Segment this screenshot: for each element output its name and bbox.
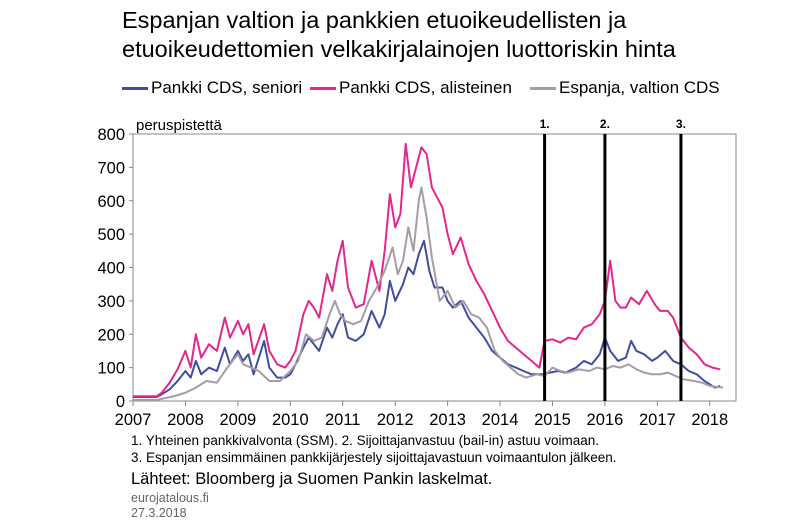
x-tick-label: 2010 bbox=[272, 411, 309, 429]
y-tick-label: 800 bbox=[97, 126, 125, 144]
sources: Lähteet: Bloomberg ja Suomen Pankin lask… bbox=[131, 470, 493, 488]
y-tick-label: 0 bbox=[116, 393, 125, 411]
y-tick-label: 400 bbox=[97, 260, 125, 278]
series-line-3 bbox=[133, 186, 724, 401]
x-tick-label: 2007 bbox=[115, 411, 152, 429]
x-tick-label: 2011 bbox=[325, 411, 360, 429]
y-tick-label: 100 bbox=[97, 360, 125, 378]
footnote-line-1: 1. Yhteinen pankkivalvonta (SSM). 2. Sij… bbox=[131, 433, 599, 448]
date-label: 27.3.2018 bbox=[131, 506, 187, 520]
series-line-2 bbox=[133, 143, 721, 398]
y-tick-label: 500 bbox=[97, 226, 125, 244]
x-tick-label: 2012 bbox=[377, 411, 414, 429]
x-tick-label: 2013 bbox=[429, 411, 466, 429]
legend-item-subordinated: Pankki CDS, alisteinen bbox=[310, 78, 512, 98]
footnote-line-2: 3. Espanjan ensimmäinen pankkijärjestely… bbox=[131, 450, 617, 465]
y-tick-label: 600 bbox=[97, 193, 125, 211]
chart-title-line-2: etuoikeudettomien velkakirjalainojen luo… bbox=[122, 36, 676, 62]
legend-item-senior: Pankki CDS, seniori bbox=[122, 78, 302, 98]
x-tick-label: 2014 bbox=[482, 411, 519, 429]
x-tick-label: 2015 bbox=[534, 411, 571, 429]
event-label-2: 2. bbox=[600, 117, 610, 131]
x-tick-label: 2008 bbox=[167, 411, 204, 429]
x-tick-label: 2017 bbox=[639, 411, 676, 429]
legend-label-senior: Pankki CDS, seniori bbox=[151, 78, 303, 97]
site-label: eurojatalous.fi bbox=[131, 491, 209, 505]
event-label-1: 1. bbox=[540, 117, 550, 131]
footnotes: 1. Yhteinen pankkivalvonta (SSM). 2. Sij… bbox=[131, 432, 617, 466]
legend-swatch-subordinated bbox=[310, 86, 336, 90]
y-tick-label: 300 bbox=[97, 293, 125, 311]
legend-label-sovereign: Espanja, valtion CDS bbox=[559, 78, 720, 97]
x-tick-label: 2016 bbox=[587, 411, 624, 429]
y-tick-label: 200 bbox=[97, 326, 125, 344]
y-tick-label: 700 bbox=[97, 159, 125, 177]
chart-title: Espanjan valtion ja pankkien etuoikeudel… bbox=[122, 6, 792, 64]
event-label-3: 3. bbox=[676, 117, 686, 131]
series-line-1 bbox=[133, 239, 721, 398]
legend-item-sovereign: Espanja, valtion CDS bbox=[530, 78, 720, 98]
legend-swatch-sovereign bbox=[530, 86, 556, 90]
legend-label-subordinated: Pankki CDS, alisteinen bbox=[339, 78, 512, 97]
x-tick-label: 2009 bbox=[220, 411, 257, 429]
legend-swatch-senior bbox=[122, 86, 148, 90]
chart-title-line-1: Espanjan valtion ja pankkien etuoikeudel… bbox=[122, 7, 627, 33]
y-axis-label: peruspistettä bbox=[136, 117, 223, 134]
x-tick-label: 2018 bbox=[691, 411, 728, 429]
